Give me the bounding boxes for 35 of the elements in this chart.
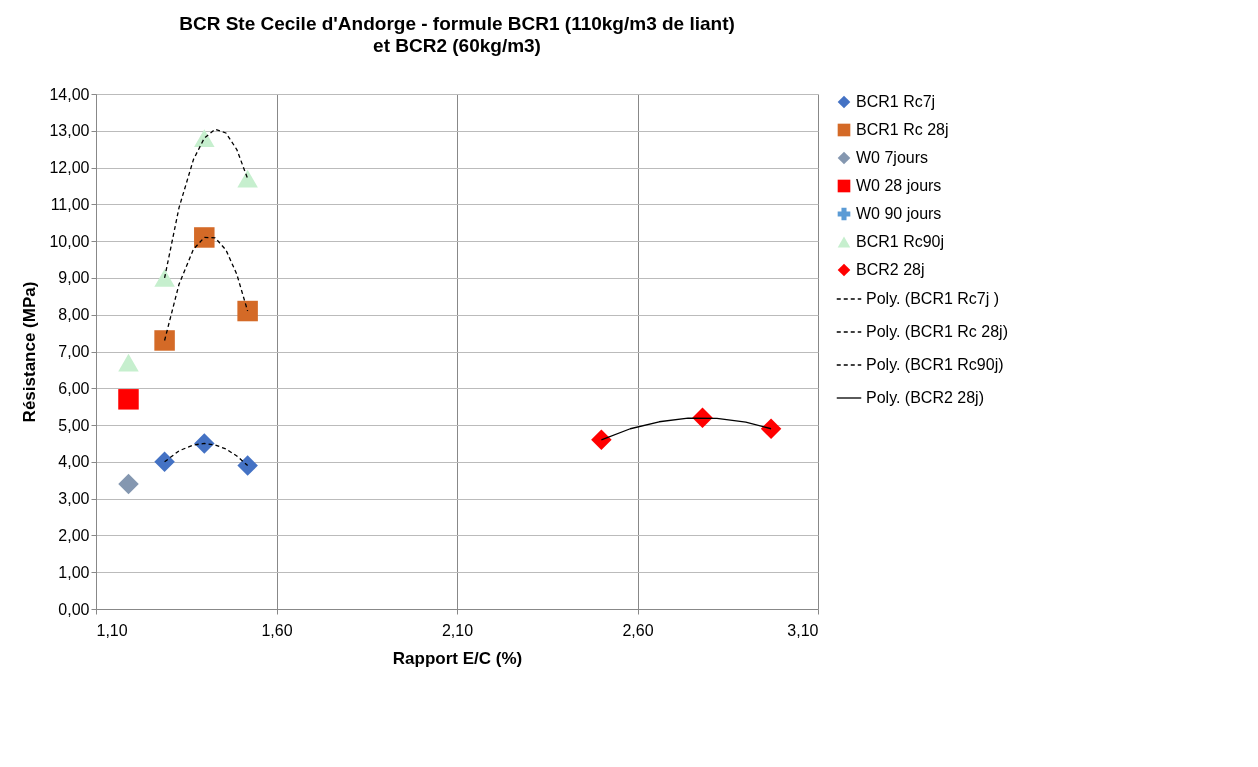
legend-label: BCR1 Rc 28j (856, 121, 949, 138)
legend-label: Poly. (BCR1 Rc7j ) (866, 290, 1000, 307)
y-tick-label: 11,00 (50, 195, 90, 213)
y-tick-label: 2,00 (58, 526, 90, 544)
x-tick-label: 1,60 (261, 621, 293, 639)
y-tick-label: 0,00 (58, 600, 90, 618)
chart-subtitle: et BCR2 (60kg/m3) (373, 35, 541, 56)
x-tick-label: 3,10 (787, 621, 819, 639)
y-tick-label: 12,00 (49, 159, 90, 177)
y-tick-label: 7,00 (58, 343, 90, 360)
legend-label: W0 90 jours (856, 205, 942, 222)
legend-label: Poly. (BCR1 Rc 28j) (866, 323, 1008, 340)
x-axis-title: Rapport E/C (%) (392, 648, 523, 668)
legend-label: W0 28 jours (856, 177, 942, 194)
y-tick-label: 6,00 (58, 379, 90, 397)
y-tick-label: 13,00 (49, 122, 90, 140)
legend-label: Poly. (BCR1 Rc90j) (866, 356, 1004, 373)
x-tick-label: 2,60 (622, 621, 654, 639)
y-tick-label: 8,00 (58, 306, 90, 324)
y-axis-title: Résistance (MPa) (20, 281, 40, 423)
y-tick-label: 10,00 (49, 232, 90, 250)
x-tick-label: 2,10 (441, 621, 474, 639)
x-tick-label: 1,10 (96, 621, 128, 639)
legend-label: BCR1 Rc90j (856, 233, 945, 250)
y-tick-label: 9,00 (58, 269, 90, 287)
y-tick-label: 3,00 (58, 490, 90, 508)
y-tick-label: 14,00 (49, 85, 90, 103)
legend-label: W0 7jours (856, 149, 929, 166)
legend-label: BCR1 Rc7j (856, 93, 936, 110)
y-tick-label: 5,00 (58, 416, 90, 434)
chart-title: BCR Ste Cecile d'Andorge - formule BCR1 (110kg/m3 de liant) (179, 13, 735, 34)
legend-label: Poly. (BCR2 28j) (866, 389, 984, 406)
y-tick-label: 4,00 (58, 453, 90, 471)
legend-label: BCR2 28j (856, 261, 925, 278)
y-tick-label: 1,00 (58, 563, 90, 581)
